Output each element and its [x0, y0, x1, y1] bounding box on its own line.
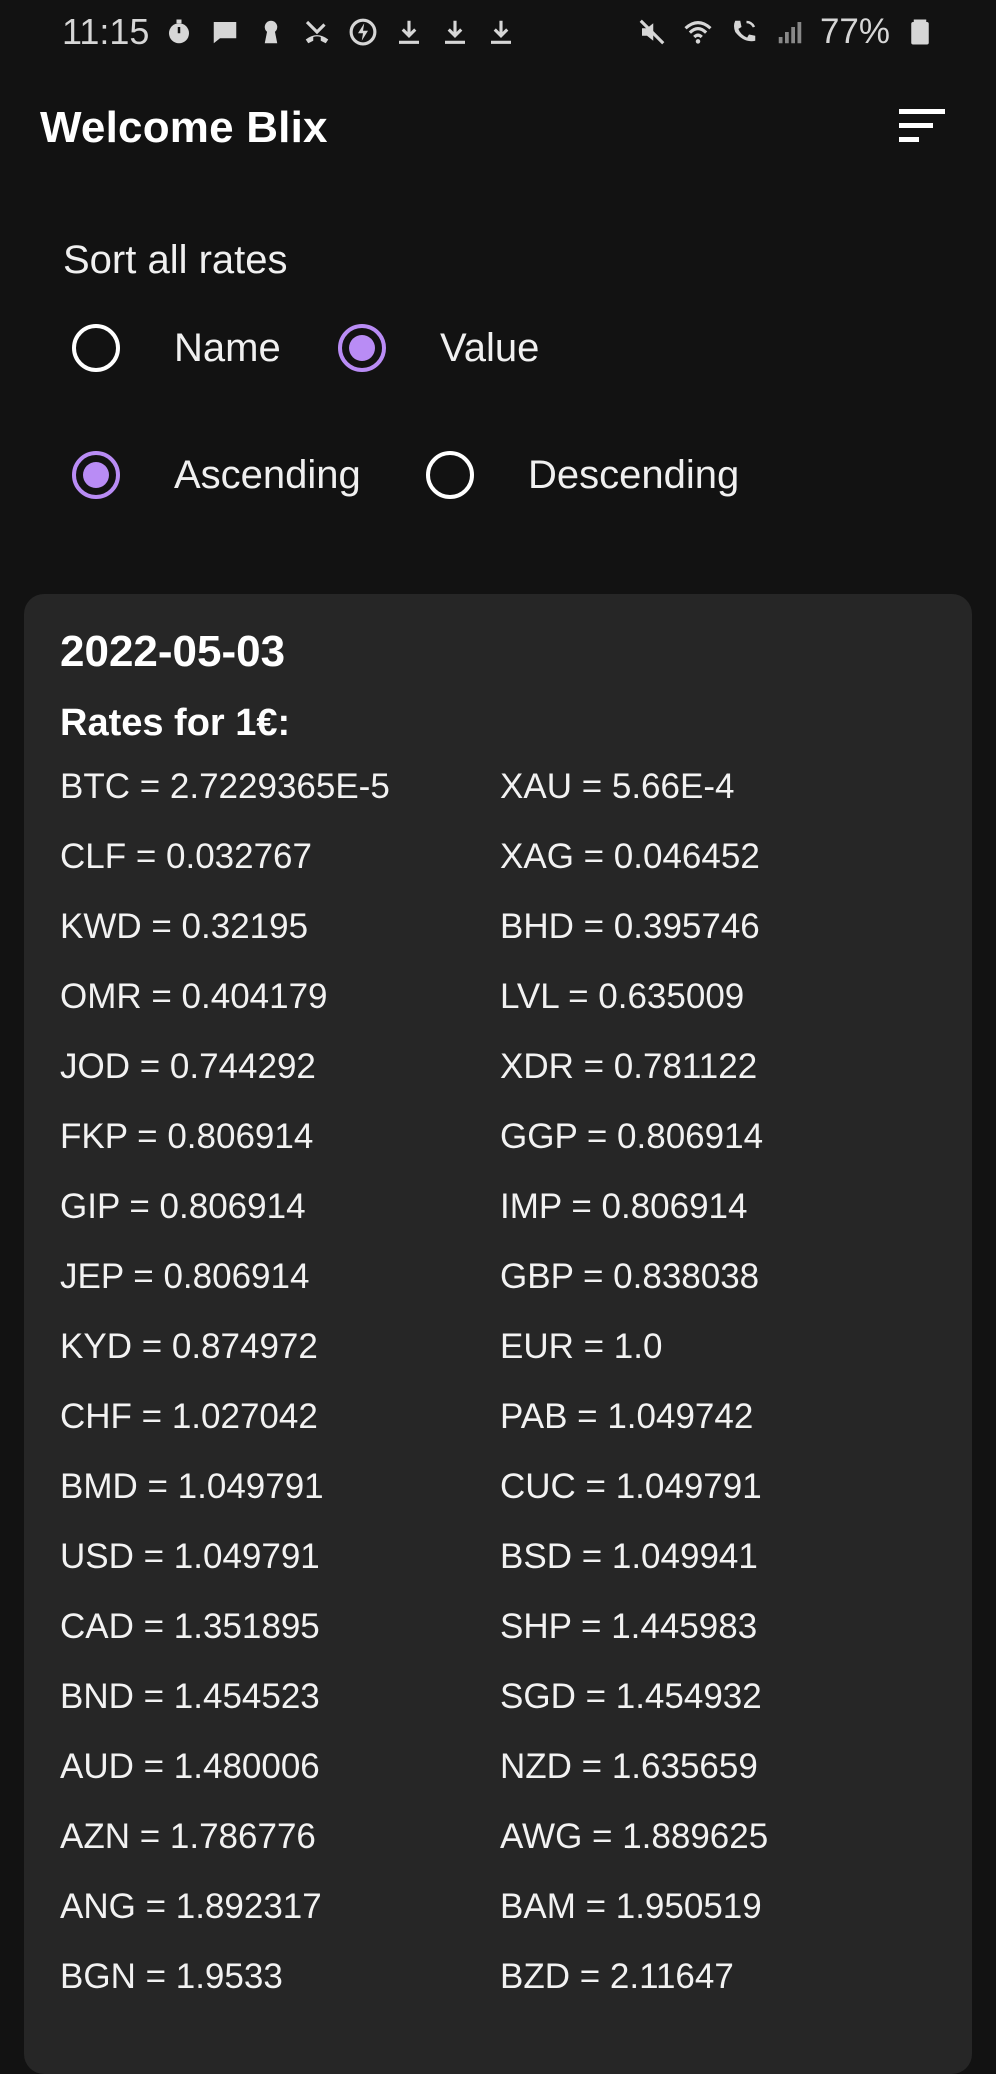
- rate-row: KYD = 0.874972 EUR = 1.0: [60, 1312, 940, 1382]
- rate-cell: CAD = 1.351895: [60, 1607, 320, 1646]
- rate-cell: GGP = 0.806914: [500, 1117, 764, 1156]
- radio-value-circle[interactable]: [338, 324, 386, 372]
- rate-cell: BTC = 2.7229365E-5: [60, 767, 390, 806]
- rate-cell: CUC = 1.049791: [500, 1467, 762, 1506]
- rate-cell: BSD = 1.049941: [500, 1537, 758, 1576]
- rate-cell: PAB = 1.049742: [500, 1397, 754, 1436]
- rate-cell: JEP = 0.806914: [60, 1257, 310, 1296]
- rate-cell: AZN = 1.786776: [60, 1817, 316, 1856]
- app-title: Welcome Blix: [40, 103, 328, 152]
- rate-cell: GIP = 0.806914: [60, 1187, 306, 1226]
- rate-row: BGN = 1.9533 BZD = 2.11647: [60, 1942, 940, 2012]
- rate-row: BND = 1.454523 SGD = 1.454932: [60, 1662, 940, 1732]
- sort-button[interactable]: [894, 100, 950, 156]
- rate-row: BTC = 2.7229365E-5 XAU = 5.66E-4: [60, 752, 940, 822]
- rate-cell: CHF = 1.027042: [60, 1397, 318, 1436]
- keyhole-icon: [255, 15, 287, 49]
- app-bar: Welcome Blix: [0, 80, 996, 176]
- radio-descending[interactable]: Descending: [426, 451, 739, 499]
- rate-cell: XDR = 0.781122: [500, 1047, 758, 1086]
- rates-card: 2022-05-03 Rates for 1€: BTC = 2.7229365…: [24, 594, 972, 2074]
- download-icon: [439, 15, 471, 49]
- radio-descending-circle[interactable]: [426, 451, 474, 499]
- status-time: 11:15: [62, 11, 150, 52]
- sort-order-group: Ascending Descending: [72, 451, 739, 499]
- radio-ascending-label: Ascending: [174, 452, 361, 497]
- card-date: 2022-05-03: [60, 627, 286, 676]
- sort-by-group: Name Value: [72, 324, 539, 372]
- status-bar: 11:15: [0, 0, 996, 64]
- rate-row: AZN = 1.786776 AWG = 1.889625: [60, 1802, 940, 1872]
- battery-percent: 77%: [819, 12, 890, 51]
- rate-cell: ANG = 1.892317: [60, 1887, 322, 1926]
- rate-row: OMR = 0.404179 LVL = 0.635009: [60, 962, 940, 1032]
- rate-row: KWD = 0.32195 BHD = 0.395746: [60, 892, 940, 962]
- radio-value-label: Value: [440, 325, 540, 370]
- status-left: 11:15: [62, 11, 517, 53]
- rate-cell: IMP = 0.806914: [500, 1187, 748, 1226]
- mute-icon: [636, 15, 668, 49]
- rate-row: FKP = 0.806914 GGP = 0.806914: [60, 1102, 940, 1172]
- rate-cell: SHP = 1.445983: [500, 1607, 758, 1646]
- timer-icon: [163, 15, 195, 49]
- radio-name[interactable]: Name: [72, 324, 338, 372]
- rate-cell: NZD = 1.635659: [500, 1747, 758, 1786]
- rate-row: ANG = 1.892317 BAM = 1.950519: [60, 1872, 940, 1942]
- rate-cell: BMD = 1.049791: [60, 1467, 324, 1506]
- download-icon: [485, 15, 517, 49]
- radio-ascending[interactable]: Ascending: [72, 451, 426, 499]
- rate-row: JEP = 0.806914 GBP = 0.838038: [60, 1242, 940, 1312]
- radio-name-circle[interactable]: [72, 324, 120, 372]
- rate-row: CLF = 0.032767 XAG = 0.046452: [60, 822, 940, 892]
- rate-cell: USD = 1.049791: [60, 1537, 320, 1576]
- rate-cell: CLF = 0.032767: [60, 837, 312, 876]
- card-subtitle: Rates for 1€:: [60, 702, 291, 744]
- rate-cell: JOD = 0.744292: [60, 1047, 316, 1086]
- rates-list: BTC = 2.7229365E-5 XAU = 5.66E-4 CLF = 0.0…: [60, 752, 940, 2012]
- rate-cell: XAG = 0.046452: [500, 837, 760, 876]
- wifi-calling-icon: [728, 15, 760, 49]
- sort-icon: [899, 108, 945, 148]
- rate-cell: XAU = 5.66E-4: [500, 767, 735, 806]
- rate-cell: SGD = 1.454932: [500, 1677, 762, 1716]
- rate-cell: BHD = 0.395746: [500, 907, 760, 946]
- radio-descending-label: Descending: [528, 452, 740, 497]
- rate-cell: EUR = 1.0: [500, 1327, 663, 1366]
- rate-row: AUD = 1.480006 NZD = 1.635659: [60, 1732, 940, 1802]
- rate-cell: BAM = 1.950519: [500, 1887, 762, 1926]
- rate-row: JOD = 0.744292 XDR = 0.781122: [60, 1032, 940, 1102]
- radio-ascending-circle[interactable]: [72, 451, 120, 499]
- battery-icon: [904, 15, 936, 49]
- rate-row: USD = 1.049791 BSD = 1.049941: [60, 1522, 940, 1592]
- rate-row: BMD = 1.049791 CUC = 1.049791: [60, 1452, 940, 1522]
- missed-call-icon: [301, 15, 333, 49]
- wifi-call-icon: [682, 15, 714, 49]
- rate-cell: LVL = 0.635009: [500, 977, 745, 1016]
- rate-cell: OMR = 0.404179: [60, 977, 328, 1016]
- sort-label: Sort all rates: [63, 238, 288, 282]
- radio-value[interactable]: Value: [338, 324, 539, 372]
- rate-row: GIP = 0.806914 IMP = 0.806914: [60, 1172, 940, 1242]
- rate-cell: BZD = 2.11647: [500, 1957, 734, 1996]
- rate-cell: GBP = 0.838038: [500, 1257, 760, 1296]
- lightning-icon: [347, 15, 379, 49]
- download-icon: [393, 15, 425, 49]
- message-icon: [209, 15, 241, 49]
- signal-icon: [774, 15, 806, 49]
- rate-cell: BND = 1.454523: [60, 1677, 320, 1716]
- rate-row: CAD = 1.351895 SHP = 1.445983: [60, 1592, 940, 1662]
- rate-cell: AUD = 1.480006: [60, 1747, 320, 1786]
- rate-cell: BGN = 1.9533: [60, 1957, 283, 1996]
- rate-cell: KYD = 0.874972: [60, 1327, 318, 1366]
- rate-cell: AWG = 1.889625: [500, 1817, 769, 1856]
- radio-name-label: Name: [174, 325, 281, 370]
- status-right: 77%: [636, 12, 936, 52]
- rate-cell: FKP = 0.806914: [60, 1117, 314, 1156]
- rate-cell: KWD = 0.32195: [60, 907, 309, 946]
- rate-row: CHF = 1.027042 PAB = 1.049742: [60, 1382, 940, 1452]
